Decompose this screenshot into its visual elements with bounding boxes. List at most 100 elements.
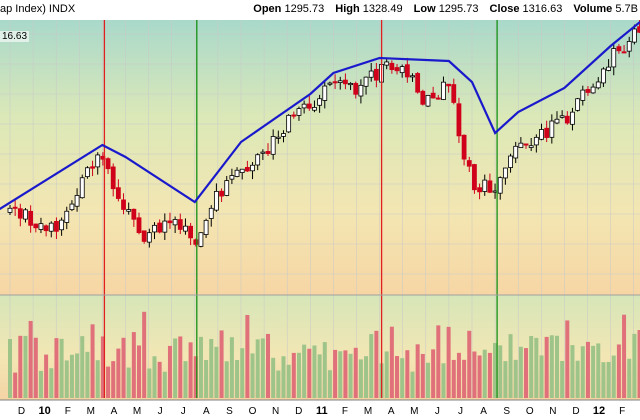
candle-up bbox=[626, 41, 632, 52]
volume-bar bbox=[8, 339, 12, 398]
volume-bar bbox=[214, 346, 219, 398]
candle-up bbox=[183, 225, 188, 232]
volume-bar bbox=[23, 335, 28, 398]
candle-up bbox=[317, 98, 323, 106]
volume-bar bbox=[276, 370, 281, 398]
volume-bar bbox=[348, 353, 353, 398]
candle-up bbox=[255, 154, 261, 166]
x-axis-month-label: J bbox=[458, 406, 463, 417]
candle-up bbox=[172, 219, 178, 226]
volume-bar bbox=[266, 333, 271, 398]
volume-bar bbox=[498, 345, 503, 398]
open-value: 1295.73 bbox=[284, 3, 325, 15]
x-axis-month-label: S bbox=[226, 406, 233, 417]
price-candles bbox=[7, 19, 640, 248]
price-panel-background bbox=[0, 20, 640, 295]
volume-bar bbox=[565, 320, 570, 398]
volume-bar bbox=[250, 353, 255, 398]
x-axis-month-label: M bbox=[133, 406, 141, 417]
volume-bar bbox=[508, 334, 513, 398]
candle-up bbox=[528, 145, 534, 148]
volume-bar bbox=[271, 357, 276, 398]
volume-label: Volume bbox=[573, 3, 613, 15]
candle-up bbox=[64, 210, 70, 223]
volume-bar bbox=[596, 343, 601, 398]
volume-bar bbox=[322, 342, 327, 398]
volume-bar bbox=[369, 334, 374, 398]
volume-bar bbox=[13, 372, 18, 398]
volume-bar bbox=[327, 370, 332, 398]
candle-down bbox=[564, 115, 570, 124]
volume-bar bbox=[456, 352, 461, 398]
volume-bar bbox=[534, 337, 539, 398]
candle-up bbox=[441, 81, 446, 100]
volume-bar bbox=[121, 337, 126, 398]
candle-up bbox=[224, 180, 230, 196]
candle-down bbox=[585, 89, 591, 93]
volume-bar bbox=[80, 336, 85, 398]
signal-lines bbox=[103, 20, 498, 398]
volume-bar bbox=[524, 348, 529, 398]
candle-down bbox=[472, 164, 477, 191]
volume-bar bbox=[493, 342, 498, 398]
candle-down bbox=[90, 166, 95, 169]
x-axis-month-label: J bbox=[158, 406, 163, 417]
candle-down bbox=[28, 210, 34, 226]
candle-down bbox=[157, 222, 163, 233]
candle-up bbox=[539, 129, 544, 140]
candle-up bbox=[575, 98, 581, 111]
volume-bar bbox=[343, 350, 348, 398]
x-axis-month-label: N bbox=[272, 406, 279, 417]
candle-up bbox=[239, 168, 245, 173]
candle-down bbox=[219, 190, 224, 197]
x-axis-month-label: O bbox=[249, 406, 257, 417]
close-label: Close bbox=[489, 3, 520, 15]
candle-down bbox=[54, 220, 59, 232]
candle-down bbox=[404, 64, 410, 78]
candle-up bbox=[234, 169, 240, 177]
candle-down bbox=[420, 90, 426, 105]
candle-down bbox=[415, 73, 421, 93]
candle-up bbox=[601, 68, 606, 84]
candle-up bbox=[7, 207, 13, 213]
volume-bar bbox=[462, 359, 467, 398]
candle-up bbox=[85, 167, 90, 178]
candle-up bbox=[59, 219, 65, 231]
candle-down bbox=[466, 160, 472, 167]
x-axis-month-label: F bbox=[65, 406, 71, 417]
candle-up bbox=[502, 167, 508, 179]
volume-bar bbox=[219, 330, 224, 398]
candle-down bbox=[451, 84, 457, 103]
volume-bar bbox=[529, 335, 534, 398]
volume-bar bbox=[100, 336, 105, 398]
candle-up bbox=[301, 103, 307, 109]
volume-bar bbox=[580, 346, 585, 398]
candle-up bbox=[229, 175, 235, 180]
candle-up bbox=[580, 89, 586, 101]
x-axis-month-label: D bbox=[18, 406, 25, 417]
candle-up bbox=[631, 28, 637, 43]
volume-bar bbox=[451, 359, 456, 398]
low-label: Low bbox=[413, 3, 436, 15]
volume-bar bbox=[49, 368, 54, 398]
x-axis-labels: D10FMAMJJASOND11FMAMJJASOND12FMA bbox=[18, 405, 625, 417]
volume-bar bbox=[436, 325, 441, 398]
volume-bar bbox=[157, 361, 162, 398]
x-axis-month-label: F bbox=[342, 406, 348, 417]
volume-bar bbox=[503, 361, 508, 398]
volume-bar bbox=[183, 361, 188, 398]
x-axis-month-label: M bbox=[87, 406, 95, 417]
candle-up bbox=[358, 84, 364, 97]
volume-bar bbox=[198, 336, 203, 398]
volume-bar bbox=[131, 332, 136, 398]
ohlc-summary: Open 1295.73 High 1328.49 Low 1295.73 Cl… bbox=[253, 3, 638, 15]
volume-bar bbox=[467, 330, 472, 398]
candle-up bbox=[23, 209, 28, 220]
candle-up bbox=[337, 80, 343, 83]
candle-down bbox=[136, 217, 142, 234]
candle-up bbox=[322, 85, 328, 101]
volume-bar bbox=[204, 359, 209, 398]
candle-up bbox=[384, 61, 390, 66]
candle-down bbox=[110, 166, 116, 190]
volume-bar bbox=[312, 345, 317, 398]
